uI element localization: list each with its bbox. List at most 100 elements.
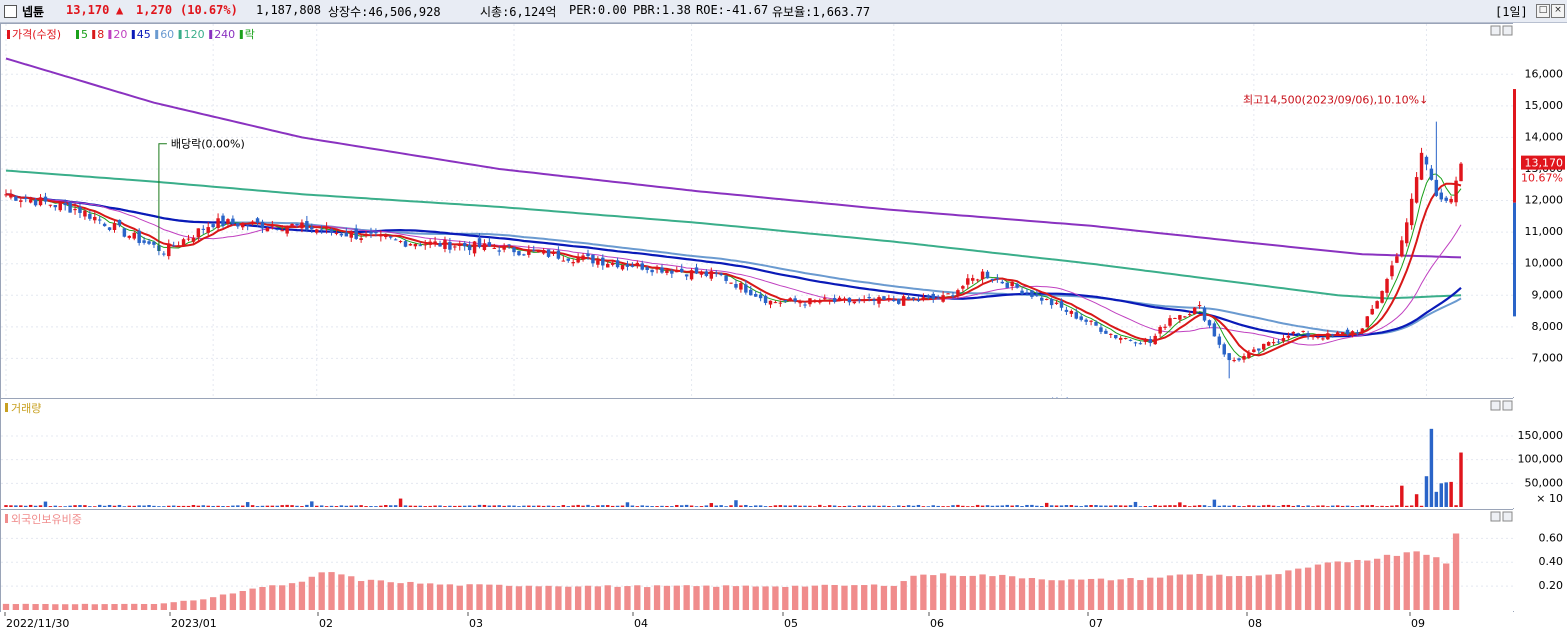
volume-bar: [1084, 505, 1088, 507]
volume-chart[interactable]: 거래량: [1, 399, 1513, 509]
candle-body: [1049, 298, 1054, 306]
maximize-icon[interactable]: □: [1536, 4, 1550, 18]
volume-bar: [393, 505, 398, 507]
candle-body: [1331, 334, 1335, 336]
foreign-bar: [525, 585, 532, 610]
price-chart[interactable]: 가격(수정) 5 8 20 45 60 120 240 락최고14,500(2023/09/06…: [1, 24, 1513, 409]
candle-body: [398, 241, 403, 243]
candle-body: [956, 290, 960, 295]
candle-body: [374, 231, 378, 234]
volume-bar: [374, 506, 378, 507]
close-icon[interactable]: [1502, 511, 1513, 522]
volume-bar: [68, 505, 72, 507]
volume-bar: [773, 505, 778, 507]
candle-body: [827, 300, 832, 302]
volume-bar: [275, 505, 279, 507]
minimize-icon[interactable]: [1490, 25, 1501, 36]
candle-body: [1286, 335, 1291, 338]
candle-body: [1020, 290, 1024, 295]
foreign-bar: [42, 603, 49, 610]
foreign-bar: [367, 579, 375, 610]
volume-bar: [867, 505, 871, 507]
close-icon[interactable]: [1502, 25, 1513, 36]
volume-tick-label: 100,000: [1518, 453, 1564, 466]
candle-body: [1069, 310, 1074, 314]
candle-body: [310, 227, 314, 230]
volume-bar: [97, 504, 102, 507]
foreign-bar: [1324, 562, 1331, 610]
volume-bar: [926, 506, 931, 507]
volume-bar: [1257, 505, 1261, 507]
candle-body: [556, 250, 561, 259]
minimize-icon[interactable]: [1490, 400, 1501, 411]
candle-body: [606, 263, 610, 268]
volume-bar: [132, 505, 136, 507]
volume-bar: [102, 505, 107, 507]
foreign-bar: [624, 586, 631, 610]
close-icon[interactable]: ×: [1551, 4, 1565, 18]
candle-body: [369, 231, 373, 234]
price-tick-label: 14,000: [1525, 130, 1564, 143]
candle-body: [122, 228, 127, 237]
volume-bar: [1424, 476, 1429, 507]
volume-bar: [78, 505, 82, 507]
foreign-bar: [1137, 580, 1144, 610]
candle-body: [1212, 323, 1217, 337]
close-icon[interactable]: [1502, 400, 1513, 411]
candle-body: [1109, 333, 1113, 335]
legend-label: 45: [137, 28, 151, 41]
candle-body: [458, 244, 462, 246]
minimize-icon[interactable]: [1490, 511, 1501, 522]
candle-body: [1449, 198, 1453, 203]
price-panel: 가격(수정) 5 8 20 45 60 120 240 락 최고14,500(2023/09/06…: [0, 23, 1514, 409]
volume-bar: [334, 506, 339, 507]
foreign-bar: [279, 585, 286, 610]
volume-y-axis: 150,000 100,000 50,000 × 10: [1513, 398, 1567, 508]
volume-bar: [630, 505, 635, 507]
candle-body: [714, 272, 718, 274]
candle-body: [1010, 281, 1014, 287]
select-checkbox[interactable]: [4, 5, 17, 18]
volume-bar: [931, 505, 935, 507]
candle-body: [186, 238, 191, 240]
candle-body: [117, 219, 122, 226]
foreign-ownership-chart[interactable]: 외국인보유비중: [1, 510, 1513, 612]
volume-bar: [1429, 428, 1434, 507]
candle-body: [1257, 348, 1261, 351]
volume-bar: [601, 505, 605, 507]
volume-bar: [502, 505, 506, 507]
foreign-bar: [703, 585, 710, 610]
volume-bar: [1138, 506, 1143, 507]
volume-bar: [704, 505, 709, 507]
volume-bar: [1020, 506, 1024, 507]
volume-bar: [497, 505, 501, 507]
candle-body: [1148, 339, 1152, 343]
candle-body: [339, 233, 344, 236]
volume-bar: [191, 505, 196, 507]
foreign-bar: [683, 585, 690, 610]
candle-body: [926, 295, 931, 297]
candle-body: [1192, 307, 1197, 314]
volume-bar: [1035, 505, 1039, 507]
volume-bar: [1350, 506, 1355, 507]
foreign-bar: [328, 572, 335, 610]
stock-name: 넵튠: [22, 5, 45, 19]
candle-body: [522, 254, 526, 256]
volume-bar: [1242, 506, 1246, 507]
price-tick-label: 7,000: [1532, 351, 1564, 364]
candle-body: [1340, 332, 1345, 334]
candle-body: [921, 297, 926, 300]
volume-bar: [176, 505, 181, 507]
volume-tick-label: 50,000: [1525, 476, 1564, 489]
candle-body: [349, 231, 353, 238]
period-selector[interactable]: [1일]: [1495, 5, 1528, 19]
volume-bar: [112, 505, 117, 507]
legend-label: 240: [214, 28, 235, 41]
foreign-bar: [180, 600, 187, 610]
volume-bar: [137, 505, 141, 507]
foreign-bar: [713, 586, 720, 610]
candle-body: [4, 194, 8, 196]
candle-body: [970, 278, 975, 281]
volume-bar: [305, 504, 309, 507]
volume-bar: [369, 506, 373, 507]
